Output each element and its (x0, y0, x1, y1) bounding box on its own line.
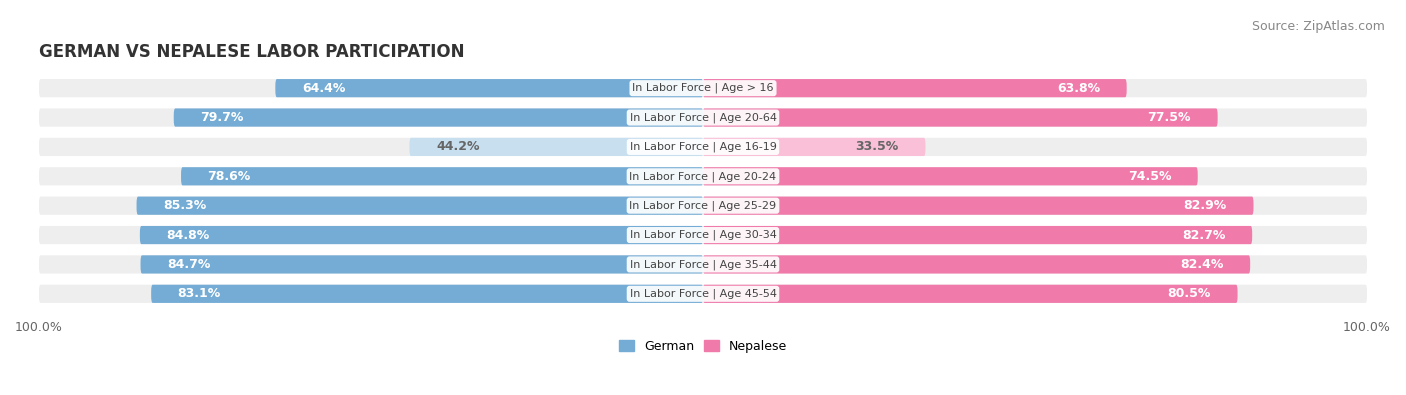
Text: 82.7%: 82.7% (1182, 229, 1226, 242)
FancyBboxPatch shape (703, 226, 1253, 244)
FancyBboxPatch shape (703, 138, 925, 156)
FancyBboxPatch shape (703, 167, 1198, 185)
Text: 33.5%: 33.5% (856, 140, 898, 153)
Legend: German, Nepalese: German, Nepalese (614, 335, 792, 358)
Text: 78.6%: 78.6% (208, 170, 250, 183)
Text: 77.5%: 77.5% (1147, 111, 1191, 124)
FancyBboxPatch shape (703, 197, 1254, 215)
Text: In Labor Force | Age > 16: In Labor Force | Age > 16 (633, 83, 773, 93)
Text: GERMAN VS NEPALESE LABOR PARTICIPATION: GERMAN VS NEPALESE LABOR PARTICIPATION (39, 43, 464, 61)
FancyBboxPatch shape (39, 255, 1367, 274)
Text: 80.5%: 80.5% (1167, 287, 1211, 300)
Text: 82.4%: 82.4% (1180, 258, 1223, 271)
Text: 84.7%: 84.7% (167, 258, 211, 271)
FancyBboxPatch shape (139, 226, 703, 244)
Text: In Labor Force | Age 16-19: In Labor Force | Age 16-19 (630, 142, 776, 152)
FancyBboxPatch shape (39, 226, 1367, 244)
Text: Source: ZipAtlas.com: Source: ZipAtlas.com (1251, 20, 1385, 33)
FancyBboxPatch shape (276, 79, 703, 97)
Text: In Labor Force | Age 30-34: In Labor Force | Age 30-34 (630, 230, 776, 240)
FancyBboxPatch shape (141, 255, 703, 274)
FancyBboxPatch shape (174, 109, 703, 127)
FancyBboxPatch shape (703, 285, 1237, 303)
FancyBboxPatch shape (181, 167, 703, 185)
FancyBboxPatch shape (39, 138, 1367, 156)
Text: 82.9%: 82.9% (1184, 199, 1227, 212)
FancyBboxPatch shape (152, 285, 703, 303)
FancyBboxPatch shape (39, 167, 1367, 185)
FancyBboxPatch shape (136, 197, 703, 215)
Text: 83.1%: 83.1% (177, 287, 221, 300)
Text: 84.8%: 84.8% (166, 229, 209, 242)
Text: 85.3%: 85.3% (163, 199, 207, 212)
FancyBboxPatch shape (703, 79, 1126, 97)
FancyBboxPatch shape (39, 109, 1367, 127)
Text: 79.7%: 79.7% (200, 111, 243, 124)
Text: In Labor Force | Age 35-44: In Labor Force | Age 35-44 (630, 259, 776, 270)
Text: In Labor Force | Age 20-64: In Labor Force | Age 20-64 (630, 112, 776, 123)
FancyBboxPatch shape (39, 285, 1367, 303)
Text: In Labor Force | Age 25-29: In Labor Force | Age 25-29 (630, 200, 776, 211)
Text: In Labor Force | Age 20-24: In Labor Force | Age 20-24 (630, 171, 776, 182)
Text: 63.8%: 63.8% (1057, 82, 1099, 95)
Text: In Labor Force | Age 45-54: In Labor Force | Age 45-54 (630, 289, 776, 299)
FancyBboxPatch shape (409, 138, 703, 156)
FancyBboxPatch shape (703, 109, 1218, 127)
FancyBboxPatch shape (703, 255, 1250, 274)
Text: 44.2%: 44.2% (436, 140, 479, 153)
FancyBboxPatch shape (39, 79, 1367, 97)
Text: 64.4%: 64.4% (302, 82, 346, 95)
FancyBboxPatch shape (39, 197, 1367, 215)
Text: 74.5%: 74.5% (1128, 170, 1171, 183)
